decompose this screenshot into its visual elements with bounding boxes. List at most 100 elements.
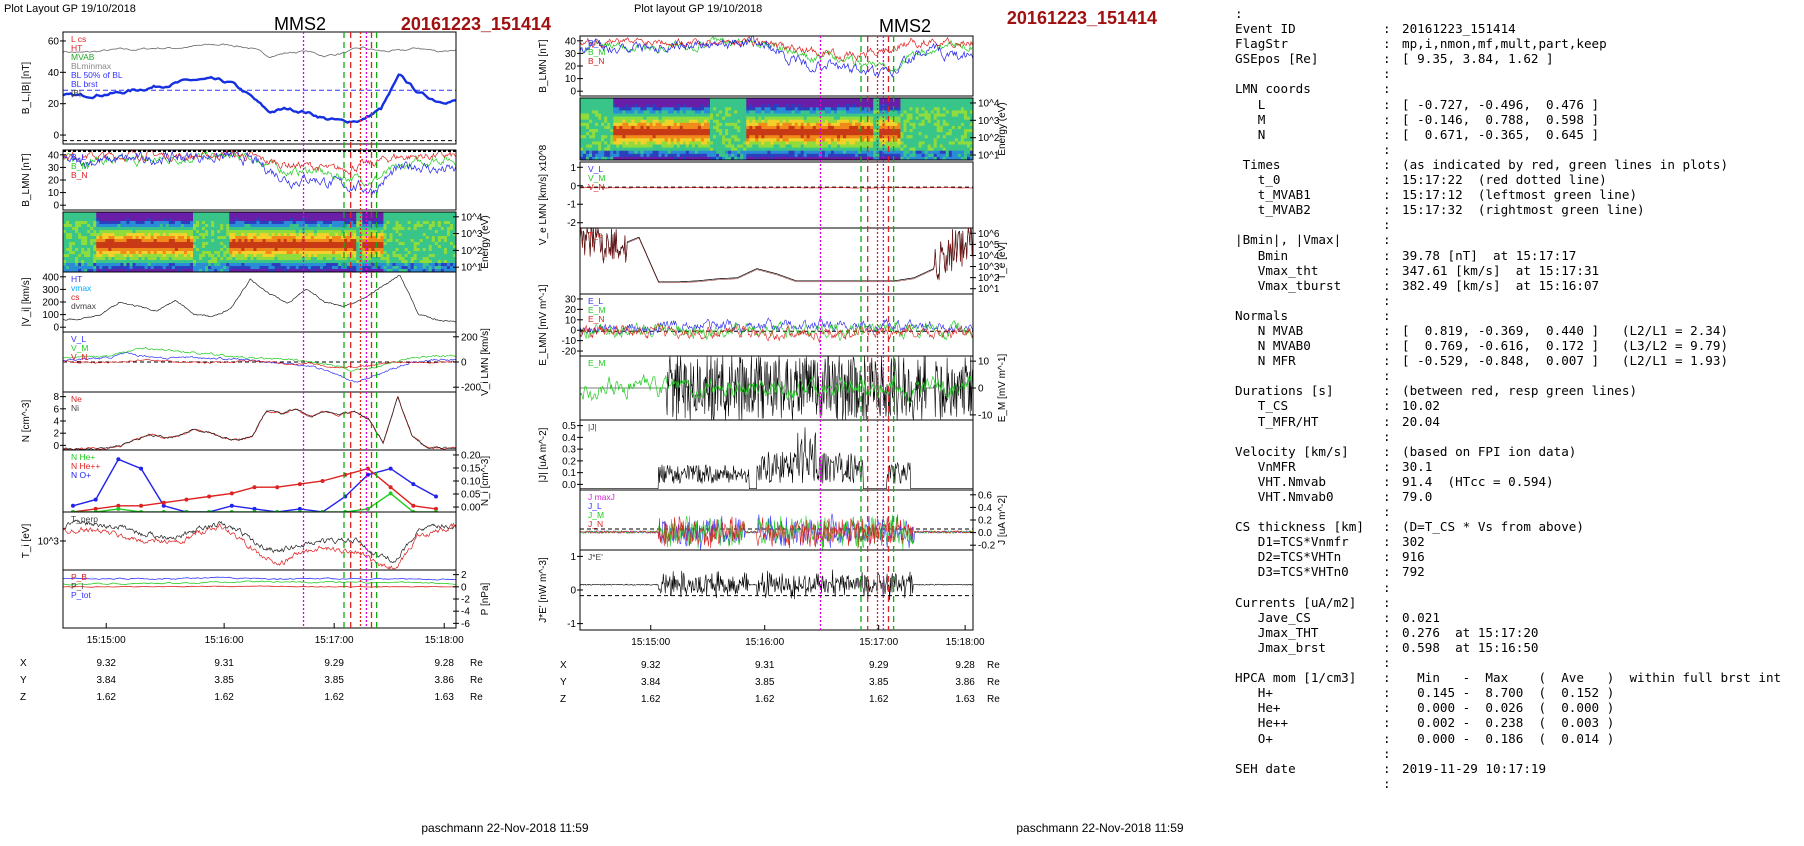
data-point-o-plus (389, 467, 393, 471)
y-tick-label: 0 (53, 323, 59, 334)
data-point-o-plus (71, 504, 75, 508)
y-tick-label: 40 (48, 68, 60, 79)
y-tick-label: 0.10 (461, 477, 481, 488)
y-axis-label: P [nPa] (480, 582, 491, 615)
y-tick-label: 0 (570, 87, 576, 98)
data-point-he-plus-plus (207, 495, 211, 499)
series-line-b-total (63, 44, 456, 58)
x-tick-label: 15:15:00 (87, 635, 126, 646)
data-point-he-plus-plus (162, 501, 166, 505)
y-axis-label: N_i [cm^-3] (480, 456, 491, 506)
panel-frame (63, 512, 456, 570)
panel-data-blmn (63, 150, 456, 194)
panel-ti: 10^3 T_i [eV] T_perp (21, 512, 456, 570)
y-tick-label: 6 (53, 404, 59, 415)
data-point-he-plus-plus (230, 491, 234, 495)
data-point-o-plus (139, 467, 143, 471)
position-value: 1.62 (214, 692, 234, 703)
mid-title: MMS2 (879, 16, 931, 36)
panel-frame (63, 450, 456, 512)
x-tick-label: 15:16:00 (205, 635, 244, 646)
y-axis-label: |V_i| [km/s] (21, 277, 32, 326)
position-value: 1.62 (324, 692, 344, 703)
data-point-he-plus (389, 491, 393, 495)
y-tick-label: 40 (565, 36, 577, 47)
y-tick-label: -200 (461, 383, 481, 394)
data-point-he-plus-plus (321, 479, 325, 483)
panel-data-p (63, 577, 456, 587)
panel-hpca: 0.200.150.100.050.00N_i [cm^-3]N He+N He… (63, 450, 491, 514)
y-axis-label: Energy (eV) (480, 215, 491, 268)
y-tick-label: 20 (565, 62, 577, 73)
y-tick-label: 300 (42, 285, 59, 296)
series-line-b-m (580, 37, 973, 72)
data-point-he-plus-plus (139, 504, 143, 508)
position-value: 9.29 (324, 658, 344, 669)
panel-frame (63, 272, 456, 332)
y-tick-label: 20 (48, 176, 60, 187)
y-axis-label: T_i [eV] (21, 524, 32, 559)
panel-data-blmn (580, 36, 973, 77)
data-point-o-plus (434, 495, 438, 499)
legend-entry: Ni (71, 403, 79, 413)
panel-data-b (63, 44, 456, 141)
data-point-he-plus-plus (275, 485, 279, 489)
legend-entry: T_perp (71, 514, 98, 524)
position-value: 9.31 (214, 658, 234, 669)
series-line-he-plus-plus (73, 469, 436, 512)
y-tick-label: 60 (48, 36, 60, 47)
y-tick-label: 30 (48, 163, 60, 174)
y-tick-label: 100 (42, 310, 59, 321)
position-value: 9.28 (434, 658, 454, 669)
y-tick-label: 10 (48, 188, 60, 199)
position-value: 3.84 (96, 675, 116, 686)
y-tick-label: 0 (461, 582, 467, 593)
series-line-ne (63, 397, 456, 450)
y-axis-label: V_i LMN [km/s] (480, 328, 491, 396)
left-title: MMS2 (274, 14, 326, 34)
y-tick-label: 4 (53, 417, 59, 428)
y-axis-label: B_LMN [nT] (538, 39, 549, 93)
series-line-vi (63, 275, 456, 322)
series-line-b-l (63, 75, 456, 123)
series-line-p-i (63, 581, 456, 585)
y-tick-label: 200 (461, 332, 478, 343)
y-tick-label: 0.15 (461, 463, 481, 474)
position-unit: Re (470, 658, 483, 669)
data-point-he-plus-plus (411, 504, 415, 508)
position-value: 3.85 (324, 675, 344, 686)
y-tick-label: 10^3 (38, 537, 60, 548)
left-event: 20161223_151414 (401, 14, 551, 34)
legend-entry: V_N (71, 352, 88, 362)
data-point-o-plus (94, 498, 98, 502)
position-row-label: Y (20, 675, 27, 686)
x-tick-label: 15:17:00 (315, 635, 354, 646)
position-unit: Re (470, 675, 483, 686)
y-axis-label: B_LMN [nT] (21, 153, 32, 207)
y-tick-label: 2 (53, 429, 59, 440)
y-tick-label: 2 (461, 570, 467, 581)
data-point-he-plus (116, 507, 120, 511)
y-axis-label: N [cm^-3] (21, 400, 32, 443)
left-top-label: Plot Layout GP 19/10/2018 (4, 3, 136, 15)
series-line-p-tot (63, 577, 456, 580)
panel-data-n (63, 397, 456, 450)
position-value: 1.62 (96, 692, 116, 703)
series-line-p-b (63, 586, 456, 587)
x-tick-label: 15:18:00 (425, 635, 464, 646)
y-tick-label: 0.05 (461, 490, 481, 501)
data-point-o-plus (411, 482, 415, 486)
data-point-he-plus-plus (253, 485, 257, 489)
panel-data-hpca (71, 457, 438, 514)
panel-data-ti (63, 520, 456, 569)
left-figure: Plot Layout GP 19/10/2018 MMS2 20161223_… (4, 3, 589, 835)
position-value: 9.32 (96, 658, 116, 669)
